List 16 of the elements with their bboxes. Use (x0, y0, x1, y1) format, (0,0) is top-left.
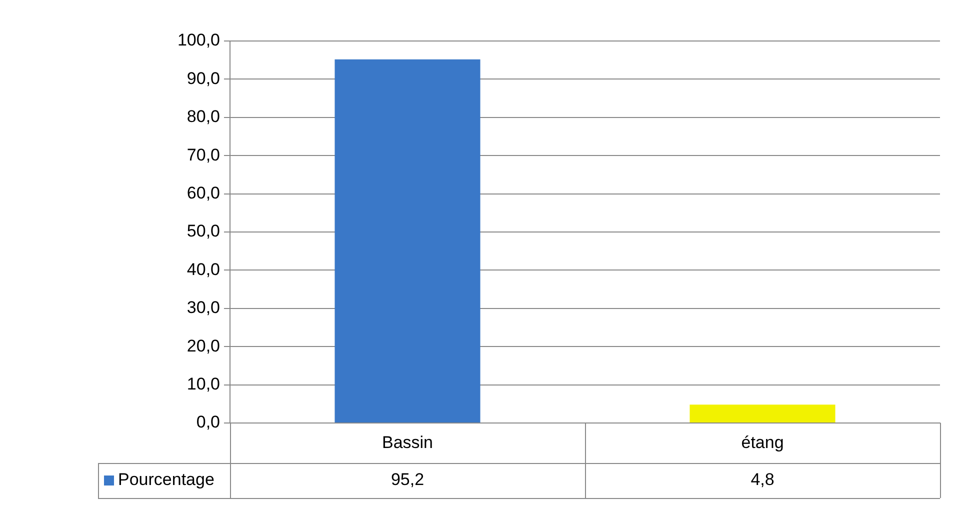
legend-label: Pourcentage (118, 470, 214, 490)
y-tick-label: 80,0 (186, 107, 220, 126)
y-tick-label: 50,0 (186, 222, 220, 241)
y-tick-label: 40,0 (186, 260, 220, 279)
x-tick-label: Bassin (382, 432, 434, 452)
y-tick-label: 60,0 (186, 183, 220, 202)
y-tick-label: 70,0 (186, 145, 220, 164)
y-tick-label: 90,0 (186, 68, 220, 88)
y-tick-label: 10,0 (186, 374, 220, 394)
y-tick-label: 100,0 (177, 30, 220, 50)
y-tick-label: 20,0 (186, 336, 220, 356)
y-tick-label: 30,0 (186, 298, 220, 318)
data-label: 95,2 (390, 470, 424, 490)
x-tick-label: étang (741, 432, 784, 452)
data-label: 4,8 (750, 470, 774, 490)
y-tick-label: 0,0 (196, 412, 220, 432)
